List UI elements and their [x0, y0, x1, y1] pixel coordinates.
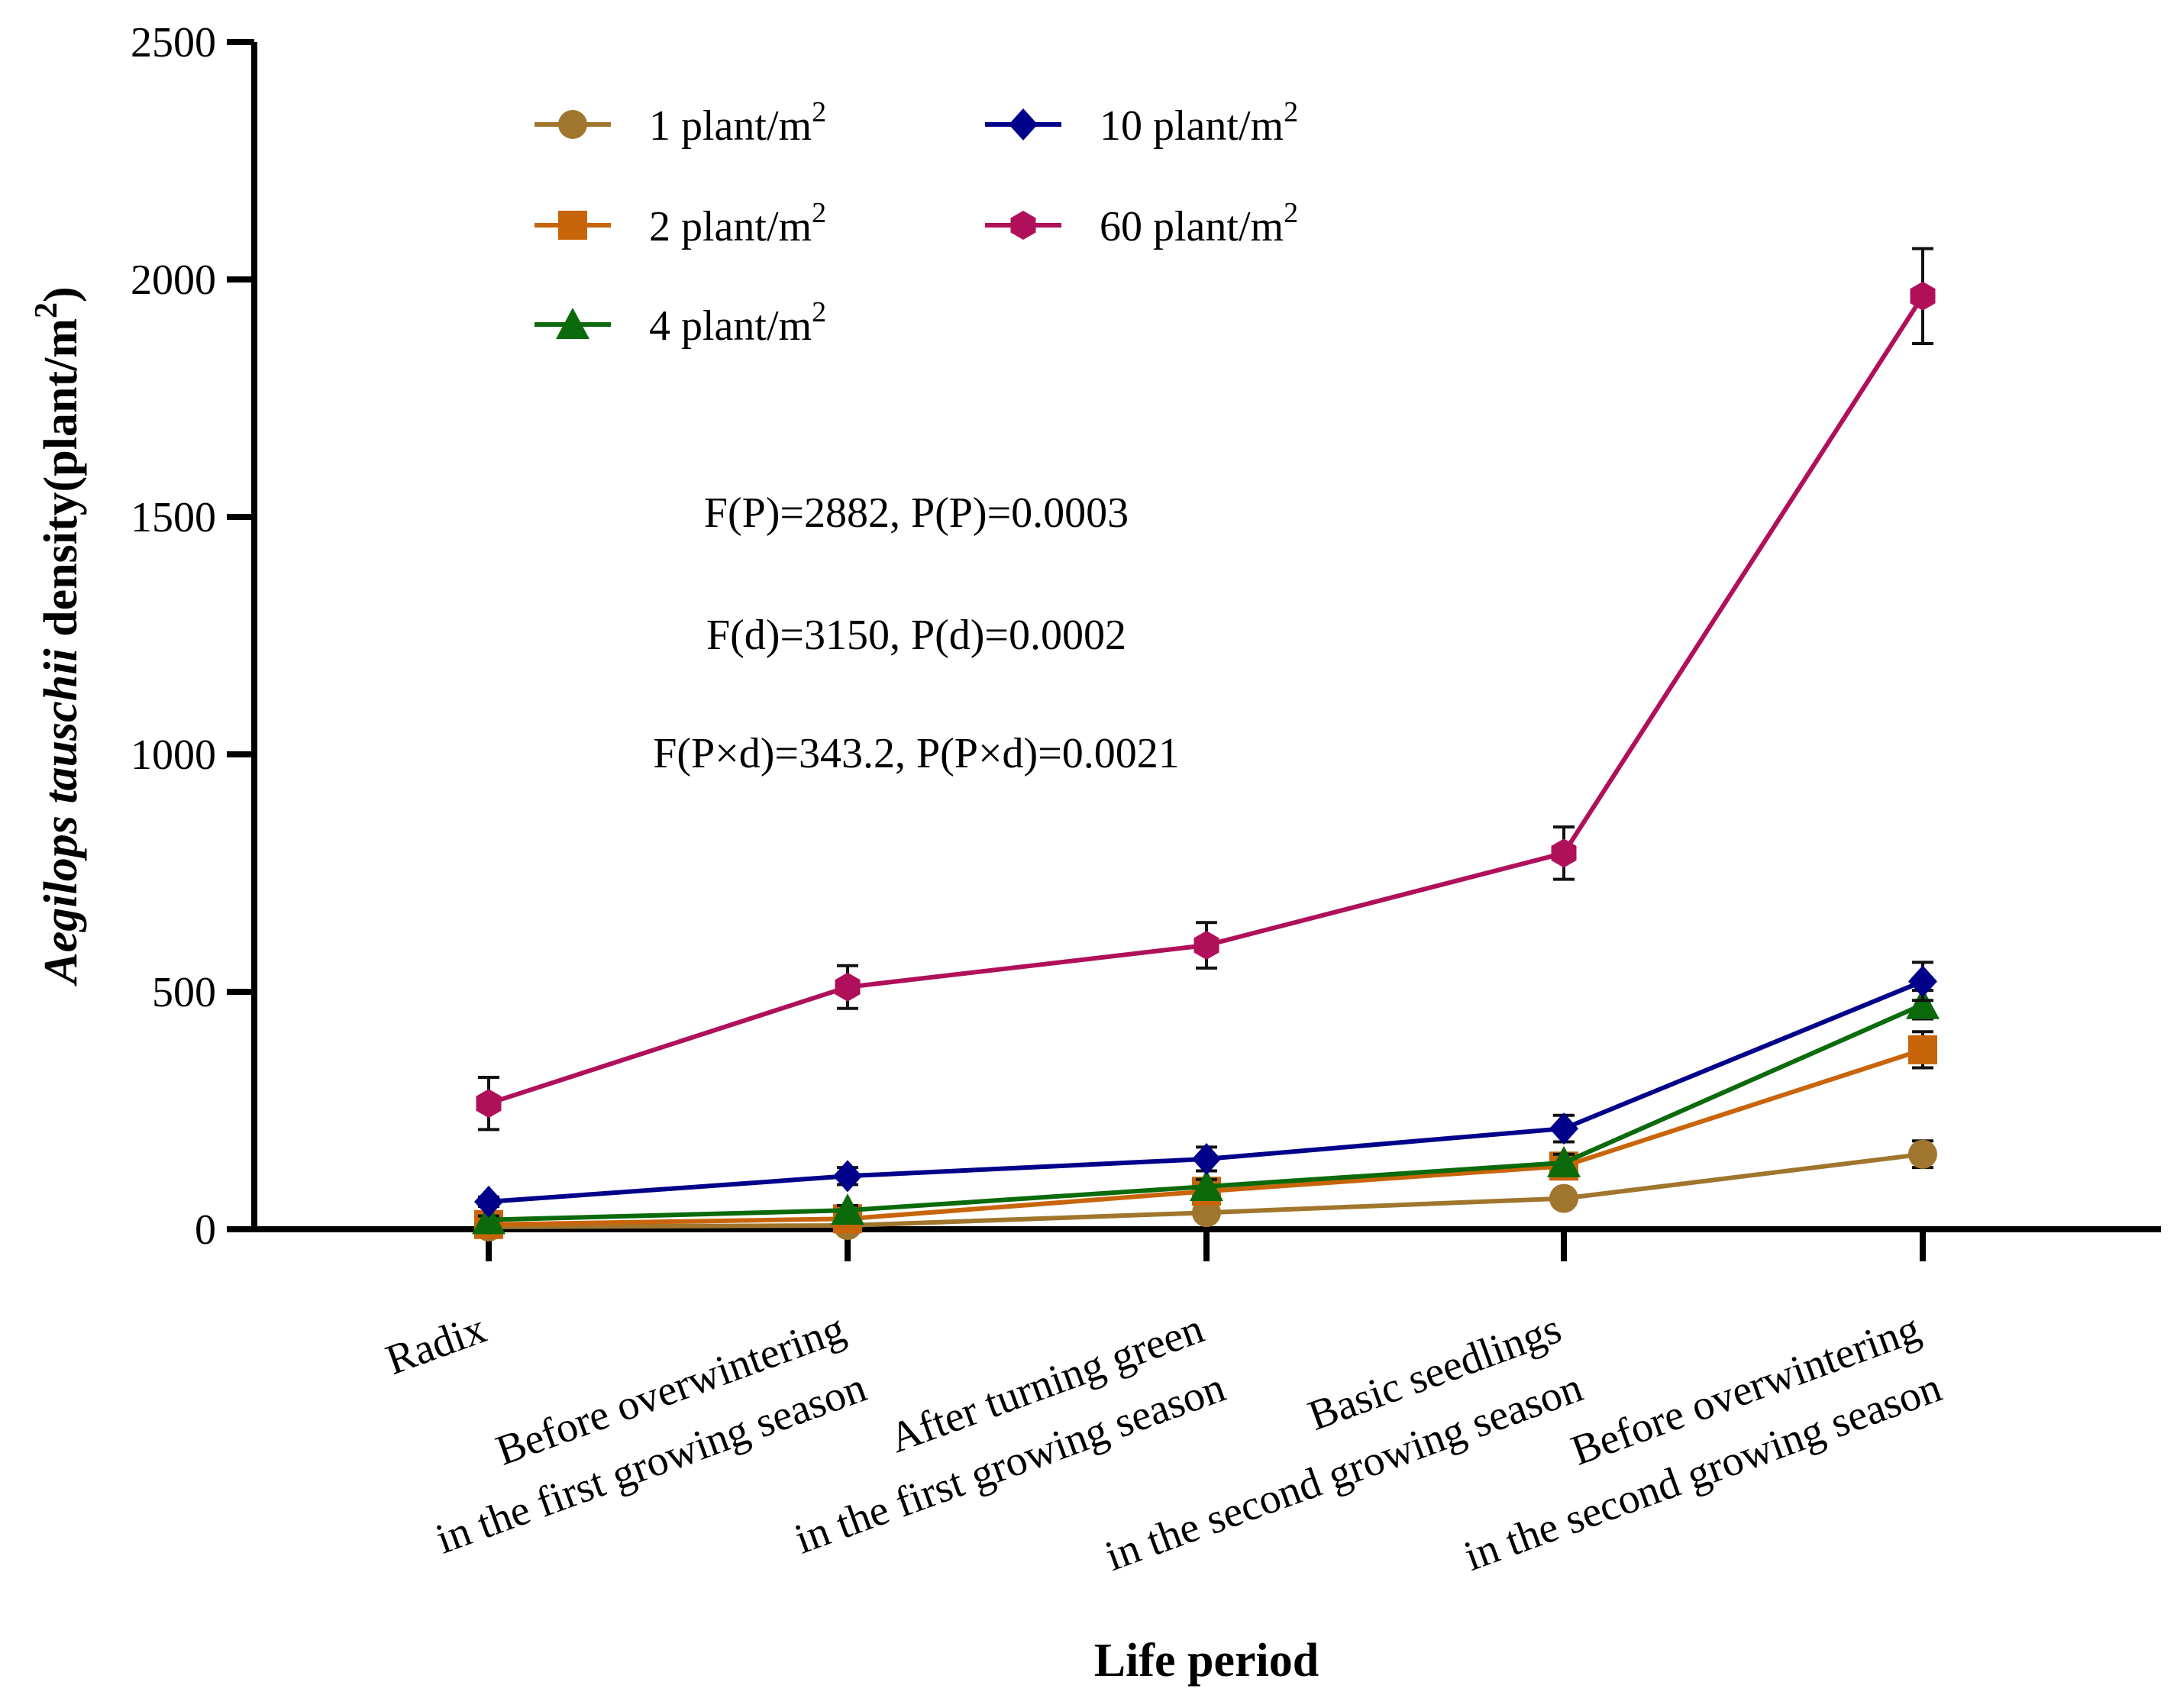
- y-axis-title-text: density(plant/m: [35, 318, 87, 648]
- y-tick-label: 2500: [131, 19, 216, 66]
- legend-label-text: 60 plant/m: [1100, 203, 1284, 250]
- data-point: [472, 1203, 505, 1235]
- y-tick-label: 1500: [131, 494, 216, 541]
- data-point: [1192, 1142, 1221, 1175]
- legend-item: 4 plant/m2: [535, 296, 826, 350]
- y-tick-label: 0: [195, 1206, 216, 1254]
- legend-label-text: 4 plant/m: [649, 302, 812, 350]
- x-axis-title: Life period: [1094, 1635, 1319, 1687]
- legend-label-sup: 2: [812, 96, 826, 128]
- legend-label-text: 10 plant/m: [1100, 102, 1284, 150]
- data-point: [833, 1160, 862, 1193]
- data-point: [1908, 965, 1937, 998]
- data-point: [831, 1193, 864, 1225]
- y-tick-label: 2000: [131, 257, 216, 304]
- x-tick-label: Radix: [380, 1305, 493, 1384]
- data-point: [1190, 1170, 1223, 1202]
- legend-marker: [558, 110, 587, 139]
- legend-label-sup: 2: [1284, 197, 1298, 229]
- legend-marker: [1009, 108, 1038, 140]
- data-point: [1193, 931, 1219, 960]
- x-tick-label-line: Radix: [380, 1305, 493, 1384]
- legend-label: 10 plant/m2: [1100, 96, 1298, 150]
- legend-label-sup: 2: [812, 296, 826, 328]
- annotations: F(P)=2882, P(P)=0.0003 F(d)=3150, P(d)=0.…: [653, 489, 1180, 777]
- legend-item: 60 plant/m2: [985, 197, 1298, 250]
- series-3: [472, 987, 1940, 1235]
- data-point: [835, 972, 861, 1002]
- legend-marker: [558, 211, 587, 240]
- data-point: [1908, 1139, 1937, 1169]
- data-point: [1547, 1145, 1581, 1177]
- legend-item: 2 plant/m2: [535, 197, 826, 250]
- legend-label-sup: 2: [1284, 96, 1298, 128]
- series-5: [476, 247, 1936, 1132]
- legend-item: 10 plant/m2: [985, 96, 1298, 150]
- series-4: [474, 961, 1937, 1218]
- data-point: [1551, 838, 1577, 868]
- data-point: [1908, 1035, 1937, 1064]
- series-line: [488, 295, 1925, 1106]
- series-layer: [472, 247, 1940, 1241]
- data-point: [1910, 281, 1936, 311]
- legend-marker: [556, 308, 589, 339]
- y-tick-label: 1000: [131, 731, 216, 779]
- data-point: [474, 1185, 503, 1218]
- legend-label: 4 plant/m2: [649, 296, 826, 350]
- data-point: [476, 1089, 502, 1119]
- stat-annotation: F(d)=3150, P(d)=0.0002: [706, 612, 1126, 659]
- y-tick-label: 500: [152, 969, 216, 1016]
- legend-label-text: 2 plant/m: [649, 203, 812, 250]
- y-axis-title-close: ): [35, 286, 87, 302]
- legend-label: 60 plant/m2: [1100, 197, 1298, 250]
- data-point: [1906, 987, 1940, 1019]
- data-point: [1549, 1112, 1578, 1145]
- legend-label: 2 plant/m2: [649, 197, 826, 250]
- legend-item: 1 plant/m2: [535, 96, 826, 150]
- y-axis-title-italic: Aegilops tauschii: [35, 648, 87, 986]
- legend-label-sup: 2: [812, 197, 826, 229]
- legend-label: 1 plant/m2: [649, 96, 826, 150]
- y-axis-title: Aegilops tauschii density(plant/m2): [29, 286, 87, 986]
- legend-label-text: 1 plant/m: [649, 102, 812, 150]
- data-point: [1549, 1183, 1578, 1213]
- y-axis-title-sup: 2: [29, 302, 64, 318]
- legend-marker: [1010, 211, 1036, 240]
- stat-annotation: F(P×d)=343.2, P(P×d)=0.0021: [653, 730, 1180, 777]
- stat-annotation: F(P)=2882, P(P)=0.0003: [704, 489, 1129, 537]
